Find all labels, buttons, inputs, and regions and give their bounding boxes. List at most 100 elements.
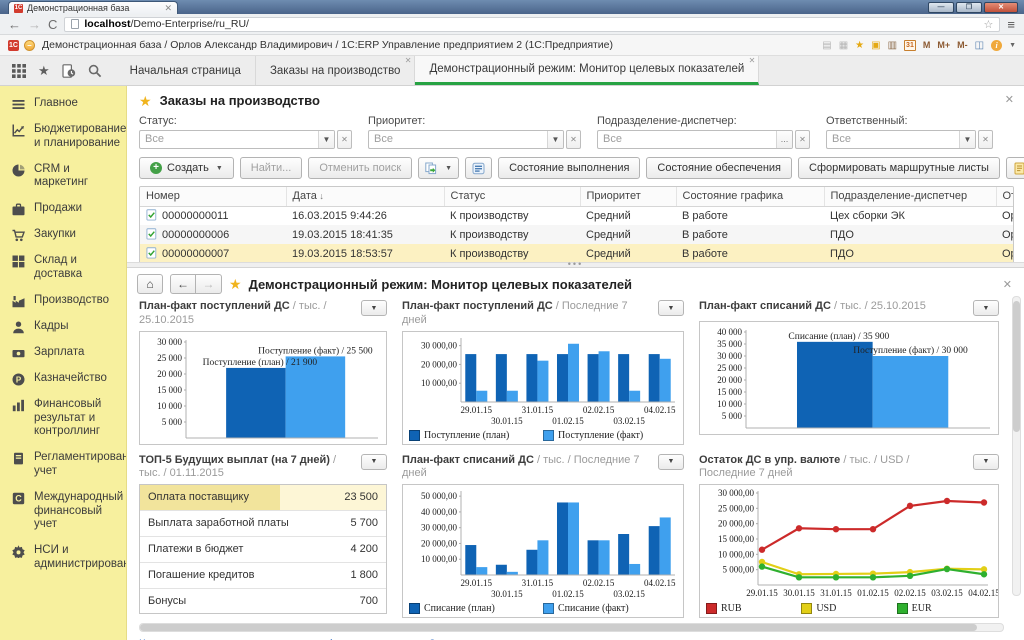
sidebar-item-warehouse[interactable]: Склад и доставка — [0, 248, 126, 288]
app-tab-3[interactable]: Демонстрационный режим: Монитор целевых … — [415, 56, 760, 85]
filter-input[interactable]: Все… — [597, 130, 793, 149]
provision-state-button[interactable]: Состояние обеспечения — [646, 157, 793, 179]
clear-filter-icon[interactable]: ✕ — [795, 130, 810, 149]
header-caret-icon[interactable]: ▼ — [1009, 41, 1016, 49]
sidebar-item-menu[interactable]: Главное — [0, 91, 126, 117]
find-button[interactable]: Найти... — [239, 157, 303, 179]
chart-options-button[interactable]: ▼ — [361, 300, 387, 316]
vertical-scrollbar[interactable] — [1012, 296, 1021, 596]
clear-filter-icon[interactable]: ✕ — [978, 130, 993, 149]
info-icon[interactable]: i — [991, 39, 1003, 51]
app-tab-1[interactable]: Начальная страница — [116, 56, 256, 85]
chart-options-button[interactable]: ▼ — [658, 453, 684, 470]
browser-menu-icon[interactable]: ≡ — [1007, 16, 1016, 32]
execution-state-button[interactable]: Состояние выполнения — [498, 157, 641, 179]
save-icon[interactable]: ▤ — [822, 39, 832, 51]
column-header-Ответственный[interactable]: Ответственный — [996, 187, 1013, 207]
favorite-star-icon[interactable]: ★ — [229, 276, 242, 292]
browser-forward-icon[interactable]: → — [28, 16, 41, 32]
mobile-help-link[interactable]: Как посмотреть показатели на смартфоне и… — [139, 638, 435, 640]
home-button[interactable]: ⌂ — [137, 274, 163, 294]
forward-button[interactable]: → — [196, 274, 222, 294]
clear-filter-icon[interactable]: ✕ — [337, 130, 352, 149]
bookmark-star-icon[interactable]: ☆ — [983, 18, 994, 31]
sidebar-item-nsi[interactable]: НСИ и администрирование — [0, 538, 126, 578]
add-favorite-icon[interactable]: ★ — [855, 39, 865, 51]
window-close-button[interactable]: ✕ — [984, 2, 1018, 13]
url-input[interactable]: localhost/Demo-Enterprise/ru_RU/ ☆ — [64, 16, 1001, 32]
browser-tab-close-icon[interactable]: ✕ — [164, 2, 172, 13]
filter-input[interactable]: Все ▼ — [826, 130, 976, 149]
sidebar-item-hr[interactable]: Кадры — [0, 314, 126, 340]
calendar-icon[interactable]: 31 — [904, 39, 916, 51]
print-forms-button[interactable]: ▼ — [1005, 157, 1024, 179]
clear-filter-icon[interactable]: ✕ — [566, 130, 581, 149]
history-icon[interactable] — [62, 63, 76, 78]
favorites-menu-icon[interactable]: ★ — [38, 62, 50, 78]
chart-options-button[interactable]: ▼ — [361, 453, 387, 470]
dropdown-caret-icon[interactable]: ▼ — [318, 131, 334, 148]
column-header-Состояние графика[interactable]: Состояние графика — [676, 187, 825, 207]
chart-options-button[interactable]: ▼ — [973, 453, 999, 470]
sidebar-item-salary[interactable]: Зарплата — [0, 340, 126, 366]
sidebar-item-purchases[interactable]: Закупки — [0, 222, 126, 248]
favorites-icon[interactable]: ▣ — [871, 39, 881, 51]
sidebar-item-budget[interactable]: Бюджетирование и планирование — [0, 117, 126, 157]
favorite-star-icon[interactable]: ★ — [139, 92, 152, 109]
print-icon[interactable]: ▦ — [838, 39, 849, 51]
filter-input[interactable]: Все ▼ — [368, 130, 564, 149]
session-menu-icon[interactable]: – — [24, 39, 35, 51]
calculator-icon[interactable]: ▥ — [887, 39, 898, 51]
tab-close-icon[interactable]: ✕ — [404, 56, 412, 65]
service-menu-icon[interactable] — [12, 63, 26, 78]
split-window-icon[interactable]: ◫ — [974, 39, 985, 51]
route-lists-button[interactable]: Сформировать маршрутные листы — [798, 157, 1000, 179]
create-button[interactable]: + Создать ▼ — [139, 157, 234, 179]
dropdown-caret-icon[interactable]: ▼ — [959, 131, 975, 148]
sidebar-item-finance[interactable]: Финансовый результат и контроллинг — [0, 392, 126, 445]
filter-input[interactable]: Все ▼ — [139, 130, 335, 149]
cancel-search-button[interactable]: Отменить поиск — [308, 157, 413, 179]
chart-options-button[interactable]: ▼ — [973, 300, 999, 316]
dropdown-caret-icon[interactable]: ▼ — [547, 131, 563, 148]
column-header-Приоритет[interactable]: Приоритет — [580, 187, 677, 207]
sidebar-item-treasury[interactable]: Р Казначейство — [0, 366, 126, 392]
panel-splitter[interactable]: ••• — [127, 260, 1024, 269]
table-row[interactable]: 00000000007 19.03.2015 18:53:57 К производ… — [140, 244, 1013, 262]
sidebar-item-sales[interactable]: Продажи — [0, 196, 126, 222]
memory-m-button[interactable]: M — [922, 40, 931, 50]
sidebar-item-regulated[interactable]: Регламентированный учет — [0, 445, 126, 485]
search-icon[interactable] — [88, 64, 102, 78]
column-header-Дата[interactable]: Дата ↓ — [286, 187, 445, 207]
window-maximize-button[interactable]: ❐ — [956, 2, 982, 13]
browser-reload-icon[interactable]: C — [48, 16, 58, 32]
memory-mminus-button[interactable]: M- — [957, 40, 968, 50]
horizontal-scrollbar[interactable] — [139, 623, 1004, 632]
browser-back-icon[interactable]: ← — [8, 16, 21, 32]
payment-row[interactable]: Оплата поставщику 23 500 — [140, 485, 386, 511]
browser-tab[interactable]: 1С Демонстрационная база ✕ — [8, 1, 178, 14]
window-minimize-button[interactable]: — — [928, 2, 954, 13]
table-row[interactable]: 00000000006 19.03.2015 18:41:35 К производ… — [140, 225, 1013, 244]
sidebar-item-production[interactable]: Производство — [0, 288, 126, 314]
column-header-Подразделение-диспетчер[interactable]: Подразделение-диспетчер — [824, 187, 997, 207]
app-tab-2[interactable]: Заказы на производство ✕ — [256, 56, 416, 85]
set-status-button[interactable]: ▼ — [418, 157, 460, 179]
orders-panel-close-icon[interactable]: ✕ — [1004, 94, 1014, 106]
column-header-Номер[interactable]: Номер — [140, 187, 287, 207]
memory-mplus-button[interactable]: M+ — [937, 40, 951, 50]
chart-options-button[interactable]: ▼ — [658, 300, 684, 316]
payment-row[interactable]: Бонусы 700 — [140, 589, 386, 613]
sidebar-item-intl[interactable]: C Международный финансовый учет — [0, 485, 126, 538]
tab-close-icon[interactable]: ✕ — [748, 56, 756, 65]
ellipsis-picker-icon[interactable]: … — [776, 131, 792, 148]
report-button[interactable] — [465, 157, 493, 179]
back-button[interactable]: ← — [170, 274, 196, 294]
payment-row[interactable]: Платежи в бюджет 4 200 — [140, 537, 386, 563]
table-row[interactable]: 00000000011 16.03.2015 9:44:26 К производс… — [140, 206, 1013, 225]
payment-row[interactable]: Погашение кредитов 1 800 — [140, 563, 386, 589]
payment-row[interactable]: Выплата заработной платы 5 700 — [140, 511, 386, 537]
monitor-panel-close-icon[interactable]: ✕ — [1002, 278, 1012, 291]
sidebar-item-crm[interactable]: CRM и маркетинг — [0, 157, 126, 197]
column-header-Статус[interactable]: Статус — [444, 187, 581, 207]
